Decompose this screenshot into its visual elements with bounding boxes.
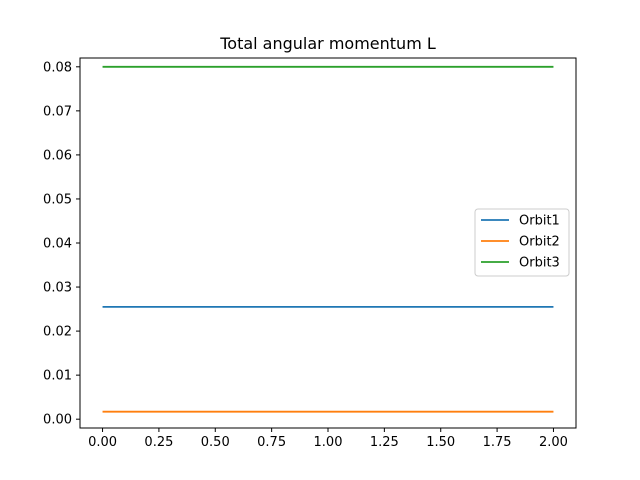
x-tick-label: 0.50 [201,435,230,450]
legend-label: Orbit3 [519,256,560,271]
legend: Orbit1 Orbit2 Orbit3 [474,208,570,277]
y-tick-label: 0.07 [43,104,72,119]
legend-box [474,208,570,277]
y-axis: 0.00 0.01 0.02 0.03 0.04 0.05 0.06 0.07 0.08 [43,60,80,428]
y-tick-label: 0.00 [43,413,72,428]
series-lines [102,65,554,413]
x-tick-label: 1.50 [426,435,455,450]
y-tick-label: 0.03 [43,281,72,296]
y-tick-label: 0.06 [43,148,72,163]
x-tick-label: 0.75 [257,435,286,450]
x-tick-label: 2.00 [539,435,568,450]
x-tick-label: 0.00 [88,435,117,450]
y-tick-label: 0.05 [43,192,72,207]
x-tick-label: 0.25 [144,435,173,450]
y-tick-label: 0.04 [43,237,72,252]
y-tick-label: 0.02 [43,325,72,340]
x-tick-label: 1.00 [314,435,343,450]
chart-title: Total angular momentum L [219,34,436,53]
x-tick-label: 1.25 [370,435,399,450]
legend-label: Orbit2 [519,235,560,250]
x-tick-label: 1.75 [483,435,512,450]
x-axis: 0.00 0.25 0.50 0.75 1.00 1.25 1.50 1.75 2.00 [88,428,568,450]
y-tick-label: 0.01 [43,369,72,384]
y-tick-label: 0.08 [43,60,72,75]
legend-label: Orbit1 [519,214,560,229]
